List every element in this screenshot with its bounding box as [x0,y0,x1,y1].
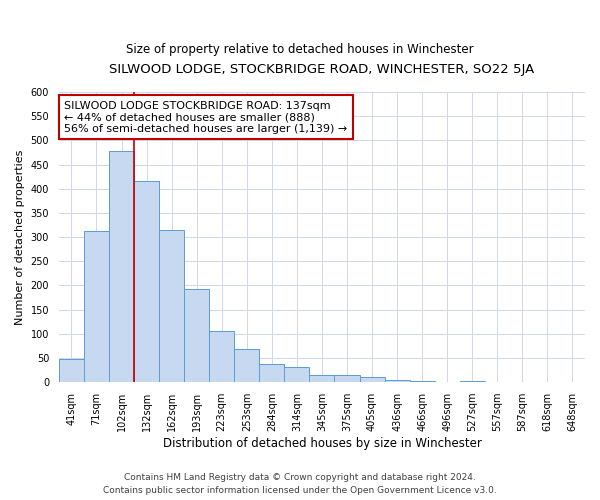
Bar [334,375,359,382]
Bar [385,380,410,382]
Text: Contains HM Land Registry data © Crown copyright and database right 2024.
Contai: Contains HM Land Registry data © Crown c… [103,473,497,495]
Bar [209,332,234,382]
Bar [134,182,159,382]
Bar [259,364,284,382]
Bar [310,376,334,382]
Bar [59,359,84,382]
Bar [84,232,109,382]
X-axis label: Distribution of detached houses by size in Winchester: Distribution of detached houses by size … [163,437,481,450]
Text: Size of property relative to detached houses in Winchester: Size of property relative to detached ho… [126,42,474,56]
Title: SILWOOD LODGE, STOCKBRIDGE ROAD, WINCHESTER, SO22 5JA: SILWOOD LODGE, STOCKBRIDGE ROAD, WINCHES… [109,62,535,76]
Bar [234,350,259,382]
Bar [109,151,134,382]
Y-axis label: Number of detached properties: Number of detached properties [15,150,25,325]
Bar [159,230,184,382]
Bar [284,366,310,382]
Text: SILWOOD LODGE STOCKBRIDGE ROAD: 137sqm
← 44% of detached houses are smaller (888: SILWOOD LODGE STOCKBRIDGE ROAD: 137sqm ←… [64,100,347,134]
Bar [184,290,209,382]
Bar [359,378,385,382]
